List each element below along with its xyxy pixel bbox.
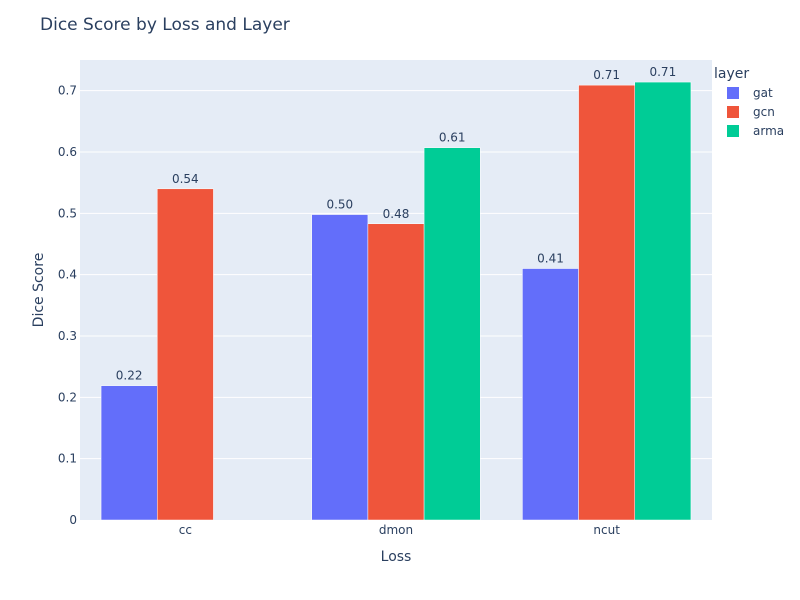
legend-item-arma[interactable]: arma	[753, 124, 784, 138]
bar-value-label: 0.50	[326, 198, 353, 212]
y-tick-label: 0.7	[58, 84, 77, 98]
bar-value-label: 0.71	[593, 68, 620, 82]
bar-value-label: 0.22	[116, 369, 143, 383]
legend-swatch-arma	[727, 125, 739, 137]
legend-item-gat[interactable]: gat	[753, 86, 773, 100]
bar-value-label: 0.61	[439, 131, 466, 145]
y-tick-label: 0.5	[58, 206, 77, 220]
bar-gcn-dmon	[367, 223, 425, 521]
bar-labels: 0.22 0.54 0.50 0.48 0.61 0.41 0.71 0.71	[116, 65, 676, 383]
x-tick-label: ncut	[593, 523, 620, 537]
y-tick-label: 0.4	[58, 268, 77, 282]
bar-arma-dmon	[423, 147, 481, 521]
x-axis-title: Loss	[381, 549, 412, 565]
bar-arma-ncut	[634, 81, 692, 521]
bar-gcn-ncut	[578, 84, 636, 521]
bar-value-label: 0.71	[649, 65, 676, 79]
bar-gat-dmon	[311, 214, 369, 521]
x-tick-label: cc	[179, 523, 192, 537]
chart-title: Dice Score by Loss and Layer	[40, 15, 290, 35]
bar-value-label: 0.54	[172, 172, 199, 186]
x-tick-label: dmon	[379, 523, 413, 537]
bar-value-label: 0.41	[537, 252, 564, 266]
y-tick-label: 0.3	[58, 329, 77, 343]
legend-swatch-gcn	[727, 106, 739, 118]
y-tick-label: 0	[69, 513, 77, 527]
legend-item-gcn[interactable]: gcn	[753, 105, 775, 119]
y-tick-label: 0.2	[58, 390, 77, 404]
y-tick-label: 0.6	[58, 145, 77, 159]
x-axis-ticks: cc dmon ncut	[179, 523, 620, 537]
bar-gat-cc	[100, 385, 158, 521]
y-axis-ticks: 0 0.1 0.2 0.3 0.4 0.5 0.6 0.7	[58, 84, 77, 527]
legend-swatch-gat	[727, 87, 739, 99]
bar-gat-ncut	[522, 268, 579, 521]
legend[interactable]: layer gat gcn arma	[714, 66, 784, 138]
y-tick-label: 0.1	[58, 452, 77, 466]
bar-value-label: 0.48	[383, 207, 410, 221]
bars	[100, 81, 692, 521]
legend-title: layer	[714, 66, 749, 82]
bar-gcn-cc	[156, 188, 214, 521]
y-axis-title: Dice Score	[31, 253, 47, 328]
